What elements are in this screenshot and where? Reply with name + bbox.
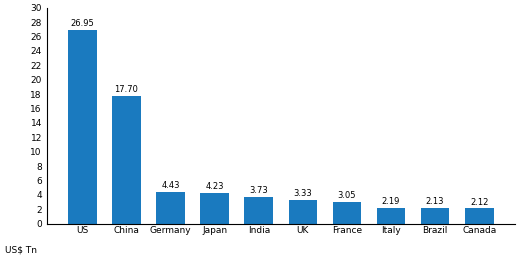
Text: 2.19: 2.19 [382, 197, 400, 206]
Bar [465, 208, 493, 224]
Bar [376, 208, 406, 224]
Text: 4.23: 4.23 [205, 182, 224, 191]
Text: 2.12: 2.12 [470, 198, 488, 206]
Text: 2.13: 2.13 [426, 198, 445, 206]
Bar [112, 96, 141, 224]
Bar [68, 30, 97, 224]
Text: 26.95: 26.95 [71, 19, 94, 28]
Bar [333, 202, 361, 224]
Text: 3.73: 3.73 [250, 186, 268, 195]
Text: 3.05: 3.05 [337, 191, 356, 200]
Bar [421, 208, 449, 224]
Text: 3.33: 3.33 [293, 189, 312, 198]
Text: 17.70: 17.70 [114, 86, 138, 94]
Text: 4.43: 4.43 [161, 181, 180, 190]
Bar [244, 197, 273, 224]
Bar [156, 192, 185, 224]
Bar [289, 200, 317, 224]
Bar [200, 193, 229, 224]
Text: US$ Tn: US$ Tn [5, 246, 37, 255]
